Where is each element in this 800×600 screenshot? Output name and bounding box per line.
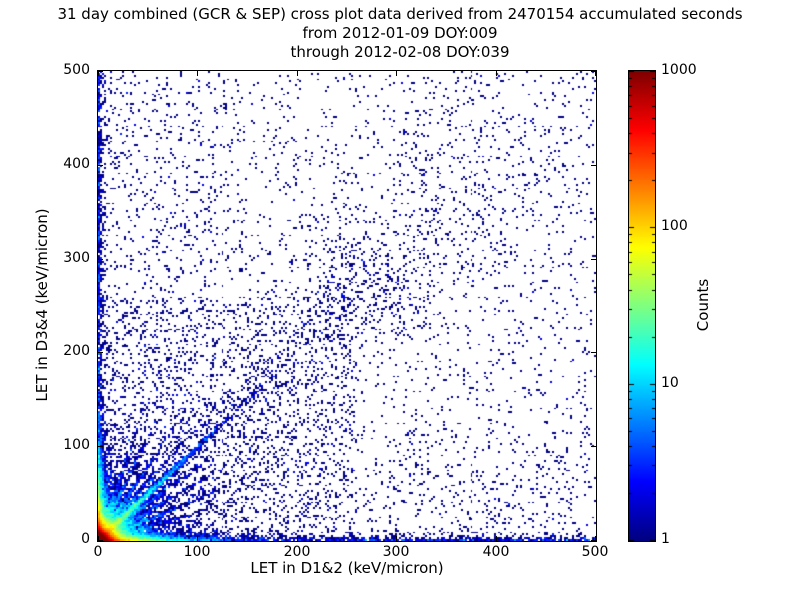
y-tick: [591, 352, 596, 353]
chart-title: 31 day combined (GCR & SEP) cross plot d…: [0, 5, 800, 62]
y-tick: [98, 540, 103, 541]
x-tick: [396, 71, 397, 76]
colorbar-tick-label: 100: [661, 218, 688, 234]
colorbar: [628, 70, 656, 542]
y-tick: [591, 259, 596, 260]
y-tick: [98, 259, 103, 260]
chart-title-line-1: 31 day combined (GCR & SEP) cross plot d…: [57, 5, 743, 23]
x-tick-label: 100: [183, 544, 211, 560]
chart-title-line-2: from 2012-01-09 DOY:009: [302, 24, 498, 42]
x-tick-label: 0: [93, 544, 103, 560]
y-tick-label: 400: [63, 156, 90, 172]
y-tick-label: 0: [81, 531, 90, 547]
x-tick: [297, 536, 298, 541]
y-tick-label: 100: [63, 437, 90, 453]
x-tick: [496, 71, 497, 76]
x-tick: [98, 536, 99, 541]
y-tick: [98, 446, 103, 447]
colorbar-tick-label: 1: [661, 531, 670, 547]
x-tick-label: 200: [283, 544, 311, 560]
x-tick: [297, 71, 298, 76]
x-tick: [496, 536, 497, 541]
y-tick: [591, 540, 596, 541]
plot-area: [97, 70, 597, 542]
x-tick-label: 400: [482, 544, 510, 560]
y-tick: [591, 446, 596, 447]
y-tick: [98, 352, 103, 353]
x-tick-label: 300: [382, 544, 410, 560]
colorbar-tick-label: 1000: [661, 62, 697, 78]
y-tick: [591, 165, 596, 166]
y-tick: [98, 165, 103, 166]
x-tick: [98, 71, 99, 76]
y-tick-label: 200: [63, 343, 90, 359]
y-tick-label: 500: [63, 62, 90, 78]
colorbar-canvas: [629, 71, 655, 541]
x-tick-label: 500: [581, 544, 609, 560]
colorbar-label: Counts: [694, 278, 712, 332]
x-tick-labels: 0 100 200 300 400 500: [94, 544, 609, 562]
x-tick: [197, 71, 198, 76]
chart-title-line-3: through 2012-02-08 DOY:039: [290, 43, 510, 61]
x-tick: [595, 71, 596, 76]
y-tick-label: 300: [63, 250, 90, 266]
y-tick: [98, 71, 103, 72]
x-axis-label: LET in D1&2 (keV/micron): [250, 559, 444, 577]
x-tick: [396, 536, 397, 541]
x-tick: [197, 536, 198, 541]
y-axis-label: LET in D3&4 (keV/micron): [33, 208, 51, 402]
x-tick: [595, 536, 596, 541]
y-tick: [591, 71, 596, 72]
colorbar-tick-label: 10: [661, 375, 679, 391]
scatter-canvas: [98, 71, 596, 541]
